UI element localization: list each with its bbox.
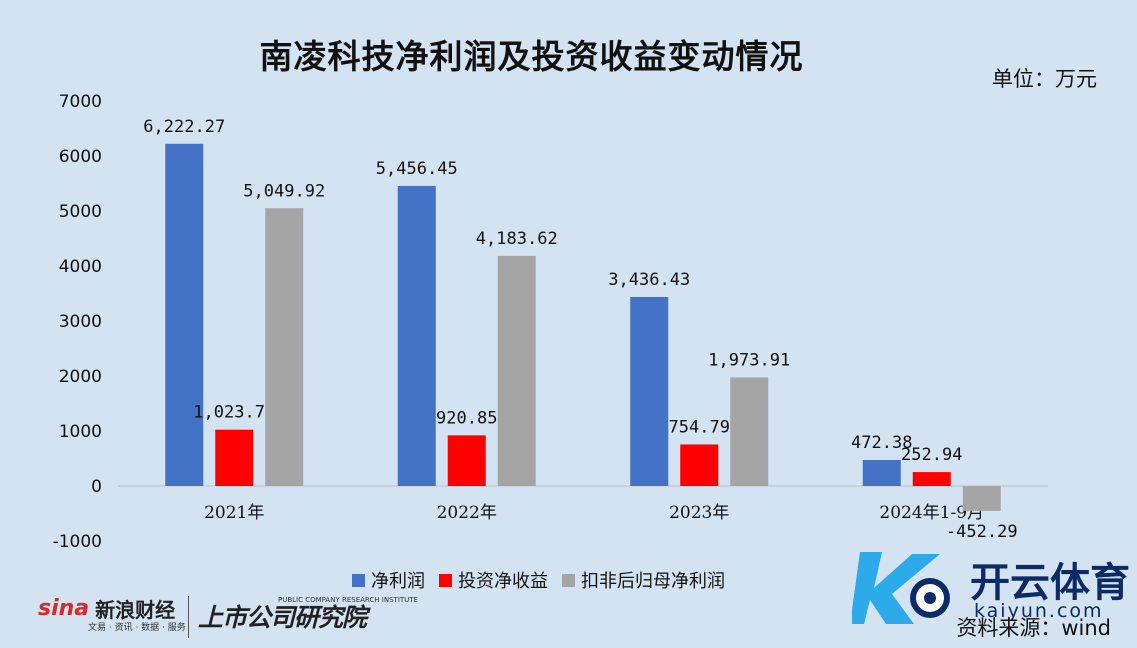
y-tick-label: 4000: [59, 257, 102, 277]
x-tick-label: 2023年: [669, 503, 729, 523]
data-label: 920.85: [436, 408, 497, 428]
logo-divider: [188, 596, 189, 638]
kaiyun-k-icon: [850, 552, 950, 624]
legend-label-net-profit: 净利润: [371, 571, 425, 592]
legend-item-investment: 投资净收益: [439, 567, 548, 593]
legend-swatch-investment: [439, 573, 452, 587]
data-label: 1,973.91: [708, 350, 790, 370]
bar: [497, 255, 536, 486]
sina-eye-icon: sina: [38, 596, 90, 621]
y-tick-label: 3000: [59, 312, 102, 332]
y-tick-label: 2000: [59, 367, 102, 387]
x-tick-label: 2021年: [204, 503, 264, 523]
bar: [215, 429, 254, 486]
y-tick-label: 1000: [59, 422, 102, 442]
data-label: -452.29: [946, 522, 1018, 542]
bar: [630, 296, 669, 486]
research-institute-logo: 上市公司研究院 PUBLIC COMPANY RESEARCH INSTITUT…: [198, 596, 418, 634]
sina-finance-logo: sina 新浪财经 文易 · 资讯 · 数据 · 服务: [38, 594, 186, 633]
y-tick-label: 0: [91, 477, 102, 497]
unit-label: 单位：万元: [992, 67, 1097, 91]
bar: [680, 444, 719, 486]
y-tick-label: -1000: [53, 532, 102, 552]
research-logo-text: 上市公司研究院: [198, 603, 367, 632]
data-label: 472.38: [851, 433, 912, 453]
x-tick-label: 2024年1-9月: [879, 503, 984, 523]
legend-label-deducted: 扣非后归母净利润: [581, 571, 725, 592]
x-tick-label: 2022年: [437, 503, 497, 523]
research-logo-subtext: PUBLIC COMPANY RESEARCH INSTITUTE: [278, 596, 418, 604]
sina-logo-text: 新浪财经: [95, 598, 176, 622]
source-label: 资料来源：wind: [956, 616, 1111, 640]
bar: [912, 472, 951, 486]
bar: [447, 435, 486, 486]
kaiyun-watermark: 开云体育 kaiyun.com: [850, 548, 1132, 628]
data-label: 4,183.62: [476, 229, 558, 249]
legend-label-investment: 投资净收益: [458, 571, 548, 592]
legend-swatch-deducted: [562, 573, 575, 587]
legend-item-deducted: 扣非后归母净利润: [562, 567, 725, 593]
legend-swatch-net-profit: [352, 573, 365, 587]
sina-logo-subtext: 文易 · 资讯 · 数据 · 服务: [88, 623, 186, 633]
kaiyun-name: 开云体育: [970, 560, 1130, 606]
bar: [730, 377, 769, 486]
bar: [265, 208, 304, 486]
legend: 净利润 投资净收益 扣非后归母净利润: [352, 567, 725, 593]
bar: [165, 143, 204, 486]
data-label: 3,436.43: [608, 270, 690, 290]
bar: [862, 460, 901, 486]
bar: [962, 486, 1001, 511]
legend-item-net-profit: 净利润: [352, 567, 425, 593]
data-label: 252.94: [901, 445, 962, 465]
data-label: 5,456.45: [376, 159, 458, 179]
y-tick-label: 5000: [59, 202, 102, 222]
data-label: 5,049.92: [243, 181, 325, 201]
chart-title: 南凌科技净利润及投资收益变动情况: [259, 37, 804, 76]
data-label: 1,023.76: [193, 403, 275, 423]
data-label: 754.79: [669, 417, 730, 437]
y-tick-label: 6000: [59, 147, 102, 167]
y-tick-label: 7000: [59, 92, 102, 112]
bar: [397, 185, 436, 486]
data-label: 6,222.27: [143, 117, 225, 137]
kaiyun-url: kaiyun.com: [974, 600, 1104, 622]
